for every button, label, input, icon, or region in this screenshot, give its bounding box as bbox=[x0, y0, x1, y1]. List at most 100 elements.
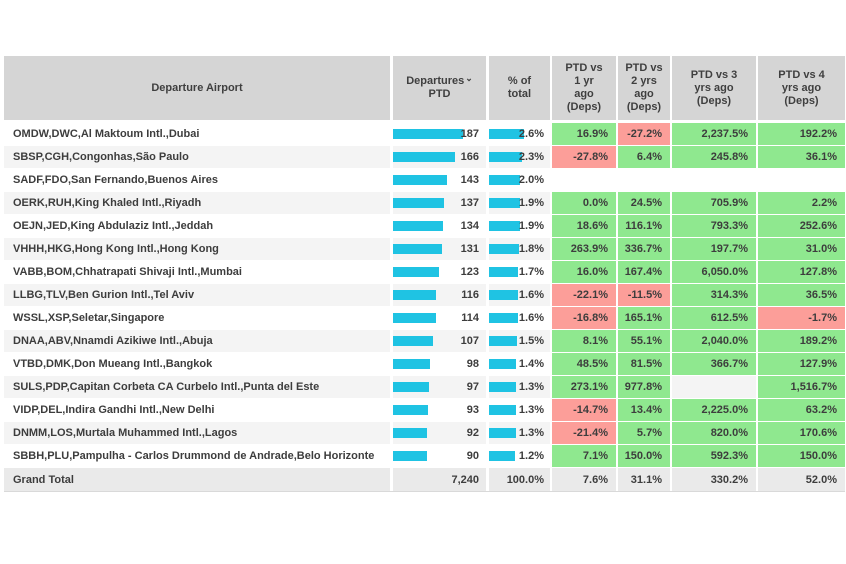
ptd-vs-4yrs-cell[interactable]: 31.0% bbox=[758, 238, 845, 261]
ptd-vs-2yrs-cell[interactable]: 150.0% bbox=[618, 445, 670, 468]
ptd-vs-1yr-cell[interactable]: 8.1% bbox=[552, 330, 616, 353]
ptd-vs-1yr-cell[interactable]: 16.0% bbox=[552, 261, 616, 284]
ptd-vs-2yrs-cell[interactable]: 5.7% bbox=[618, 422, 670, 445]
ptd-vs-2yrs-cell[interactable]: 81.5% bbox=[618, 353, 670, 376]
departures-cell[interactable]: 107 bbox=[393, 330, 486, 353]
ptd-vs-3yrs-cell[interactable]: 820.0% bbox=[672, 422, 756, 445]
ptd-vs-2yrs-cell[interactable]: -11.5% bbox=[618, 284, 670, 307]
pct-of-total-cell[interactable]: 1.9% bbox=[489, 215, 550, 238]
airport-name-cell[interactable]: VABB,BOM,Chhatrapati Shivaji Intl.,Mumba… bbox=[4, 261, 390, 284]
airport-name-cell[interactable]: VTBD,DMK,Don Mueang Intl.,Bangkok bbox=[4, 353, 390, 376]
ptd-vs-2yrs-cell[interactable]: -27.2% bbox=[618, 123, 670, 146]
ptd-vs-3yrs-cell[interactable]: 6,050.0% bbox=[672, 261, 756, 284]
ptd-vs-4yrs-cell[interactable]: 150.0% bbox=[758, 445, 845, 468]
ptd-vs-3yrs-cell[interactable]: 705.9% bbox=[672, 192, 756, 215]
ptd-vs-4yrs-cell[interactable]: 36.1% bbox=[758, 146, 845, 169]
ptd-vs-2yrs-cell[interactable]: 6.4% bbox=[618, 146, 670, 169]
departures-cell[interactable]: 123 bbox=[393, 261, 486, 284]
ptd-vs-1yr-cell[interactable]: -27.8% bbox=[552, 146, 616, 169]
departures-cell[interactable]: 116 bbox=[393, 284, 486, 307]
airport-name-cell[interactable]: SBBH,PLU,Pampulha - Carlos Drummond de A… bbox=[4, 445, 390, 468]
departures-cell[interactable]: 114 bbox=[393, 307, 486, 330]
pct-of-total-cell[interactable]: 1.8% bbox=[489, 238, 550, 261]
departures-cell[interactable]: 131 bbox=[393, 238, 486, 261]
ptd-vs-1yr-cell[interactable]: -14.7% bbox=[552, 399, 616, 422]
ptd-vs-2yrs-cell[interactable] bbox=[618, 169, 670, 192]
ptd-vs-4yrs-cell[interactable]: 2.2% bbox=[758, 192, 845, 215]
ptd-vs-4yrs-cell[interactable]: -1.7% bbox=[758, 307, 845, 330]
ptd-vs-1yr-cell[interactable]: 48.5% bbox=[552, 353, 616, 376]
departures-cell[interactable]: 92 bbox=[393, 422, 486, 445]
pct-of-total-cell[interactable]: 1.9% bbox=[489, 192, 550, 215]
departures-cell[interactable]: 98 bbox=[393, 353, 486, 376]
airport-name-cell[interactable]: OEJN,JED,King Abdulaziz Intl.,Jeddah bbox=[4, 215, 390, 238]
airport-name-cell[interactable]: SADF,FDO,San Fernando,Buenos Aires bbox=[4, 169, 390, 192]
departures-cell[interactable]: 166 bbox=[393, 146, 486, 169]
ptd-vs-2yrs-cell[interactable]: 116.1% bbox=[618, 215, 670, 238]
airport-name-cell[interactable]: DNMM,LOS,Murtala Muhammed Intl.,Lagos bbox=[4, 422, 390, 445]
departures-cell[interactable]: 134 bbox=[393, 215, 486, 238]
ptd-vs-3yrs-cell[interactable]: 366.7% bbox=[672, 353, 756, 376]
pct-of-total-cell[interactable]: 2.6% bbox=[489, 123, 550, 146]
departures-cell[interactable]: 143 bbox=[393, 169, 486, 192]
ptd-vs-1yr-cell[interactable]: 0.0% bbox=[552, 192, 616, 215]
ptd-vs-4yrs-cell[interactable]: 192.2% bbox=[758, 123, 845, 146]
ptd-vs-2yrs-cell[interactable]: 165.1% bbox=[618, 307, 670, 330]
departures-cell[interactable]: 93 bbox=[393, 399, 486, 422]
ptd-vs-1yr-cell[interactable]: 18.6% bbox=[552, 215, 616, 238]
airport-name-cell[interactable]: OMDW,DWC,Al Maktoum Intl.,Dubai bbox=[4, 123, 390, 146]
pct-of-total-cell[interactable]: 1.6% bbox=[489, 307, 550, 330]
ptd-vs-2yrs-cell[interactable]: 13.4% bbox=[618, 399, 670, 422]
pct-of-total-cell[interactable]: 1.6% bbox=[489, 284, 550, 307]
airport-name-cell[interactable]: LLBG,TLV,Ben Gurion Intl.,Tel Aviv bbox=[4, 284, 390, 307]
ptd-vs-2yrs-cell[interactable]: 55.1% bbox=[618, 330, 670, 353]
column-header-ptd-vs-4yrs[interactable]: PTD vs 4 yrs ago (Deps) bbox=[758, 56, 845, 120]
airport-name-cell[interactable]: SBSP,CGH,Congonhas,São Paulo bbox=[4, 146, 390, 169]
airport-name-cell[interactable]: SULS,PDP,Capitan Corbeta CA Curbelo Intl… bbox=[4, 376, 390, 399]
pct-of-total-cell[interactable]: 1.3% bbox=[489, 376, 550, 399]
ptd-vs-3yrs-cell[interactable]: 314.3% bbox=[672, 284, 756, 307]
ptd-vs-3yrs-cell[interactable]: 197.7% bbox=[672, 238, 756, 261]
ptd-vs-1yr-cell[interactable]: 7.1% bbox=[552, 445, 616, 468]
departures-cell[interactable]: 97 bbox=[393, 376, 486, 399]
ptd-vs-4yrs-cell[interactable]: 189.2% bbox=[758, 330, 845, 353]
departures-cell[interactable]: 137 bbox=[393, 192, 486, 215]
ptd-vs-3yrs-cell[interactable] bbox=[672, 169, 756, 192]
ptd-vs-2yrs-cell[interactable]: 24.5% bbox=[618, 192, 670, 215]
ptd-vs-4yrs-cell[interactable]: 1,516.7% bbox=[758, 376, 845, 399]
column-header-ptd-vs-2yrs[interactable]: PTD vs 2 yrs ago (Deps) bbox=[618, 56, 670, 120]
ptd-vs-2yrs-cell[interactable]: 977.8% bbox=[618, 376, 670, 399]
airport-name-cell[interactable]: DNAA,ABV,Nnamdi Azikiwe Intl.,Abuja bbox=[4, 330, 390, 353]
ptd-vs-4yrs-cell[interactable]: 36.5% bbox=[758, 284, 845, 307]
ptd-vs-1yr-cell[interactable] bbox=[552, 169, 616, 192]
column-header-ptd-vs-1yr[interactable]: PTD vs 1 yr ago (Deps) bbox=[552, 56, 616, 120]
departures-cell[interactable]: 90 bbox=[393, 445, 486, 468]
column-header-departures-ptd[interactable]: Departures⌄ PTD bbox=[393, 56, 486, 120]
departures-cell[interactable]: 187 bbox=[393, 123, 486, 146]
ptd-vs-3yrs-cell[interactable]: 245.8% bbox=[672, 146, 756, 169]
ptd-vs-3yrs-cell[interactable]: 793.3% bbox=[672, 215, 756, 238]
pct-of-total-cell[interactable]: 1.3% bbox=[489, 422, 550, 445]
ptd-vs-3yrs-cell[interactable]: 612.5% bbox=[672, 307, 756, 330]
ptd-vs-1yr-cell[interactable]: 273.1% bbox=[552, 376, 616, 399]
ptd-vs-4yrs-cell[interactable]: 252.6% bbox=[758, 215, 845, 238]
airport-name-cell[interactable]: WSSL,XSP,Seletar,Singapore bbox=[4, 307, 390, 330]
ptd-vs-3yrs-cell[interactable] bbox=[672, 376, 756, 399]
ptd-vs-3yrs-cell[interactable]: 592.3% bbox=[672, 445, 756, 468]
column-header-pct-of-total[interactable]: % of total bbox=[489, 56, 550, 120]
ptd-vs-3yrs-cell[interactable]: 2,040.0% bbox=[672, 330, 756, 353]
ptd-vs-4yrs-cell[interactable] bbox=[758, 169, 845, 192]
ptd-vs-4yrs-cell[interactable]: 63.2% bbox=[758, 399, 845, 422]
ptd-vs-2yrs-cell[interactable]: 167.4% bbox=[618, 261, 670, 284]
column-header-ptd-vs-3yrs[interactable]: PTD vs 3 yrs ago (Deps) bbox=[672, 56, 756, 120]
airport-name-cell[interactable]: VHHH,HKG,Hong Kong Intl.,Hong Kong bbox=[4, 238, 390, 261]
ptd-vs-4yrs-cell[interactable]: 127.9% bbox=[758, 353, 845, 376]
ptd-vs-2yrs-cell[interactable]: 336.7% bbox=[618, 238, 670, 261]
ptd-vs-4yrs-cell[interactable]: 127.8% bbox=[758, 261, 845, 284]
pct-of-total-cell[interactable]: 1.2% bbox=[489, 445, 550, 468]
ptd-vs-1yr-cell[interactable]: -16.8% bbox=[552, 307, 616, 330]
ptd-vs-1yr-cell[interactable]: -22.1% bbox=[552, 284, 616, 307]
ptd-vs-1yr-cell[interactable]: 263.9% bbox=[552, 238, 616, 261]
pct-of-total-cell[interactable]: 1.7% bbox=[489, 261, 550, 284]
ptd-vs-1yr-cell[interactable]: -21.4% bbox=[552, 422, 616, 445]
